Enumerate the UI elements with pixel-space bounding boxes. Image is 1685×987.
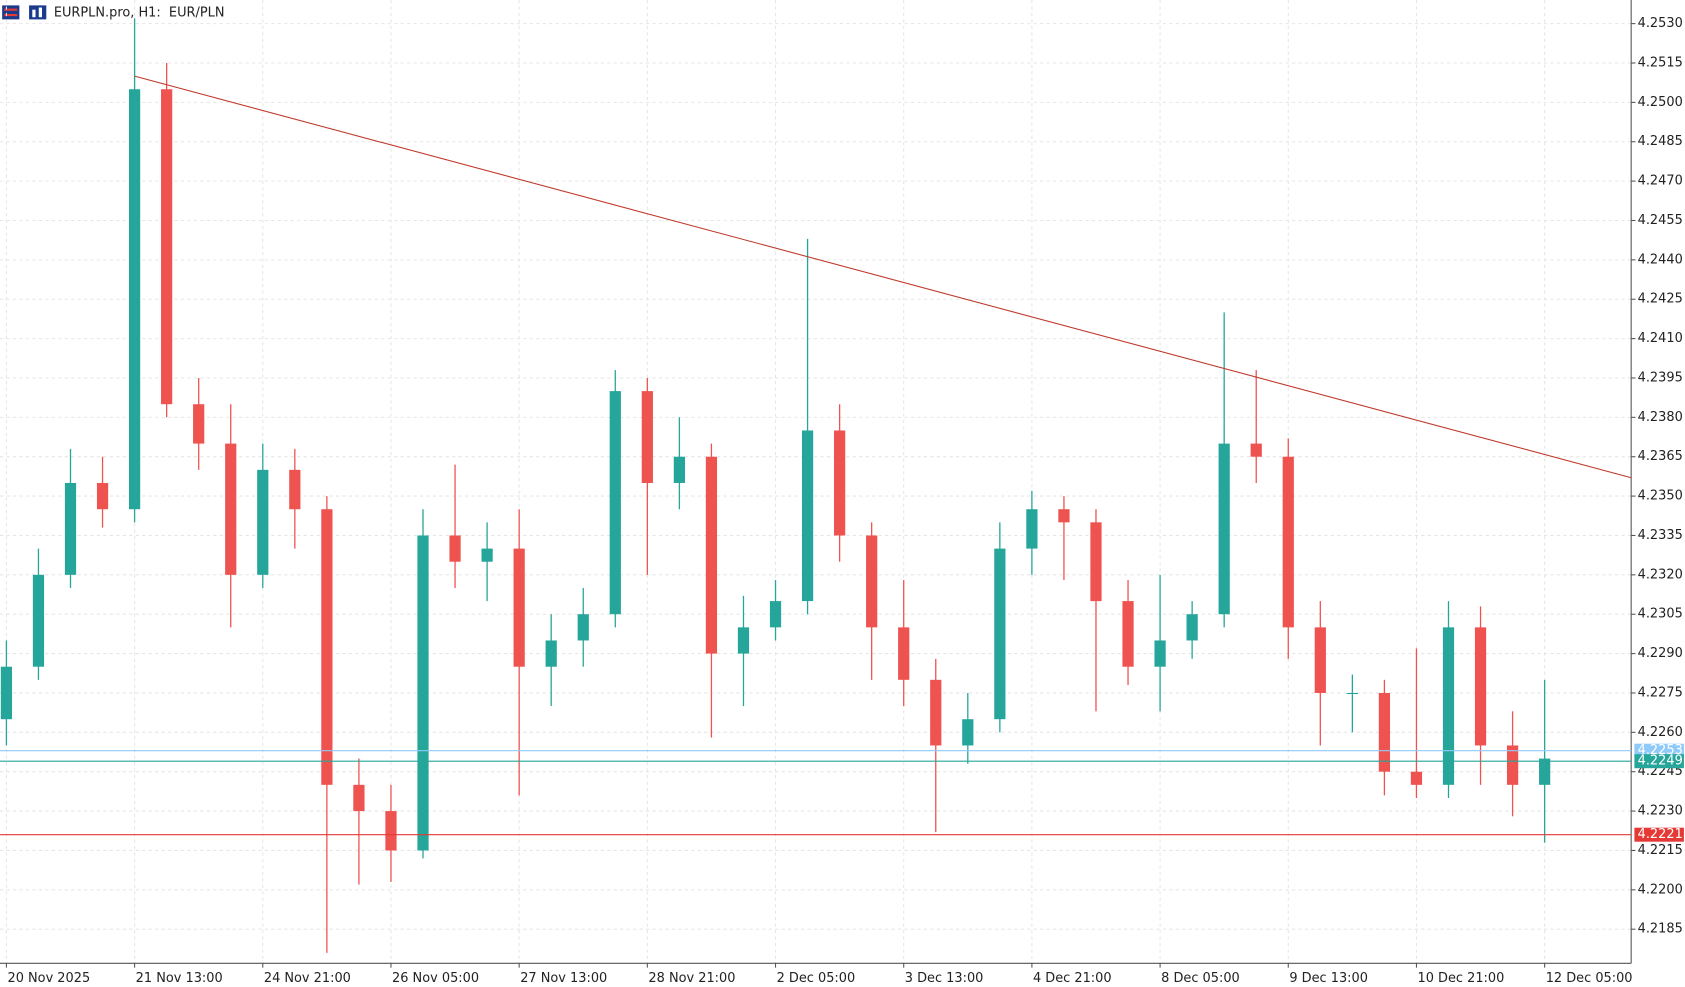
candle-body	[481, 548, 493, 562]
y-tick-label: 4.2320	[1638, 567, 1683, 582]
y-tick-label: 4.2215	[1638, 843, 1683, 858]
x-tick-label: 28 Nov 21:00	[648, 971, 735, 986]
candle-body	[1378, 692, 1391, 772]
candle-body	[577, 614, 589, 641]
y-tick-label: 4.2275	[1638, 685, 1683, 700]
menu-icon-bar	[4, 8, 18, 11]
candle-body	[866, 535, 878, 628]
candle-body	[1314, 627, 1326, 693]
x-tick-label: 27 Nov 13:00	[520, 971, 607, 986]
x-tick-label: 12 Dec 05:00	[1546, 971, 1633, 986]
menu-icon-bar	[4, 13, 18, 17]
candle-body	[609, 391, 621, 615]
price-label: 4.2221	[1638, 827, 1683, 842]
candle-body	[1186, 614, 1198, 641]
y-tick-label: 4.2515	[1638, 55, 1683, 70]
candle-body	[930, 679, 942, 746]
x-tick-label: 24 Nov 21:00	[264, 971, 351, 986]
candle-body	[257, 469, 269, 575]
x-tick-label: 10 Dec 21:00	[1418, 971, 1505, 986]
candle-body	[834, 430, 846, 536]
candle-body	[32, 574, 45, 667]
price-label-bg	[1634, 743, 1684, 758]
y-tick-label: 4.2530	[1638, 16, 1683, 31]
candle-body	[1442, 627, 1455, 785]
y-tick-label: 4.2365	[1638, 449, 1683, 464]
x-tick-label: 2 Dec 05:00	[777, 971, 856, 986]
candle-body	[1250, 443, 1262, 457]
candle-body	[769, 601, 782, 628]
candle-body	[898, 627, 910, 680]
y-tick-label: 4.2470	[1638, 174, 1683, 189]
candle-body	[1026, 509, 1038, 549]
candle-body	[1282, 456, 1294, 628]
candle-body	[128, 89, 141, 510]
chart-icon	[29, 5, 47, 20]
y-tick-label: 4.2305	[1638, 607, 1683, 622]
y-tick-label: 4.2410	[1638, 331, 1683, 346]
candle-body	[64, 482, 77, 575]
candle-body	[641, 391, 653, 483]
y-tick-label: 4.2500	[1638, 95, 1683, 110]
candle-body	[1122, 601, 1134, 667]
candle-body	[801, 430, 814, 602]
y-tick-label: 4.2185	[1638, 922, 1683, 937]
candle-body	[1474, 627, 1487, 746]
candle-body	[289, 469, 301, 510]
y-tick-label: 4.2440	[1638, 252, 1683, 267]
x-tick-label: 9 Dec 13:00	[1289, 971, 1368, 986]
candle-body	[1539, 758, 1551, 785]
y-tick-label: 4.2425	[1638, 292, 1683, 307]
price-label: 4.2249	[1638, 754, 1683, 769]
candle-body	[1154, 640, 1166, 667]
y-tick-label: 4.2230	[1638, 804, 1683, 819]
y-tick-label: 4.2335	[1638, 528, 1683, 543]
y-tick-label: 4.2200	[1638, 882, 1683, 897]
x-tick-label: 4 Dec 21:00	[1033, 971, 1112, 986]
x-tick-label: 8 Dec 05:00	[1161, 971, 1240, 986]
candle-body	[705, 456, 718, 654]
candle-body	[161, 89, 173, 405]
candle-body	[673, 456, 685, 483]
candle-body	[545, 640, 557, 667]
price-label-bg	[1634, 754, 1684, 769]
chart-icon-bar	[38, 7, 42, 18]
y-tick-label: 4.2485	[1638, 134, 1683, 149]
candle-body	[1410, 771, 1423, 785]
candle-body	[353, 784, 365, 812]
candle-body	[225, 443, 237, 575]
y-tick-label: 4.2290	[1638, 646, 1683, 661]
candle-body	[962, 719, 974, 746]
menu-icon	[2, 5, 20, 20]
trendline	[134, 75, 1632, 479]
candle-body	[1346, 692, 1358, 695]
candle-body	[96, 482, 109, 510]
candle-body	[321, 509, 333, 785]
x-tick-label: 21 Nov 13:00	[136, 971, 223, 986]
y-tick-label: 4.2350	[1638, 489, 1683, 504]
candle-body	[0, 666, 13, 720]
x-tick-label: 26 Nov 05:00	[392, 971, 479, 986]
candle-body	[449, 535, 461, 562]
candle-body	[385, 811, 397, 851]
y-tick-label: 4.2380	[1638, 410, 1683, 425]
candle-body	[1058, 509, 1070, 523]
chart-icon-bar	[32, 9, 36, 18]
price-label-bg	[1634, 827, 1684, 842]
y-tick-label: 4.2455	[1638, 213, 1683, 228]
candle-body	[737, 627, 750, 654]
chart-title: EURPLN.pro, H1: EUR/PLN	[54, 5, 225, 20]
candle-body	[193, 404, 205, 444]
candle-body	[513, 548, 525, 667]
candle-body	[1506, 745, 1519, 785]
y-tick-label: 4.2260	[1638, 725, 1683, 740]
candle-body	[1218, 443, 1230, 615]
x-tick-label: 3 Dec 13:00	[905, 971, 984, 986]
candle-body	[1090, 522, 1102, 602]
candle-body	[417, 535, 429, 851]
candle-body	[994, 548, 1006, 720]
x-tick-label: 20 Nov 2025	[7, 971, 90, 986]
y-tick-label: 4.2395	[1638, 370, 1683, 385]
